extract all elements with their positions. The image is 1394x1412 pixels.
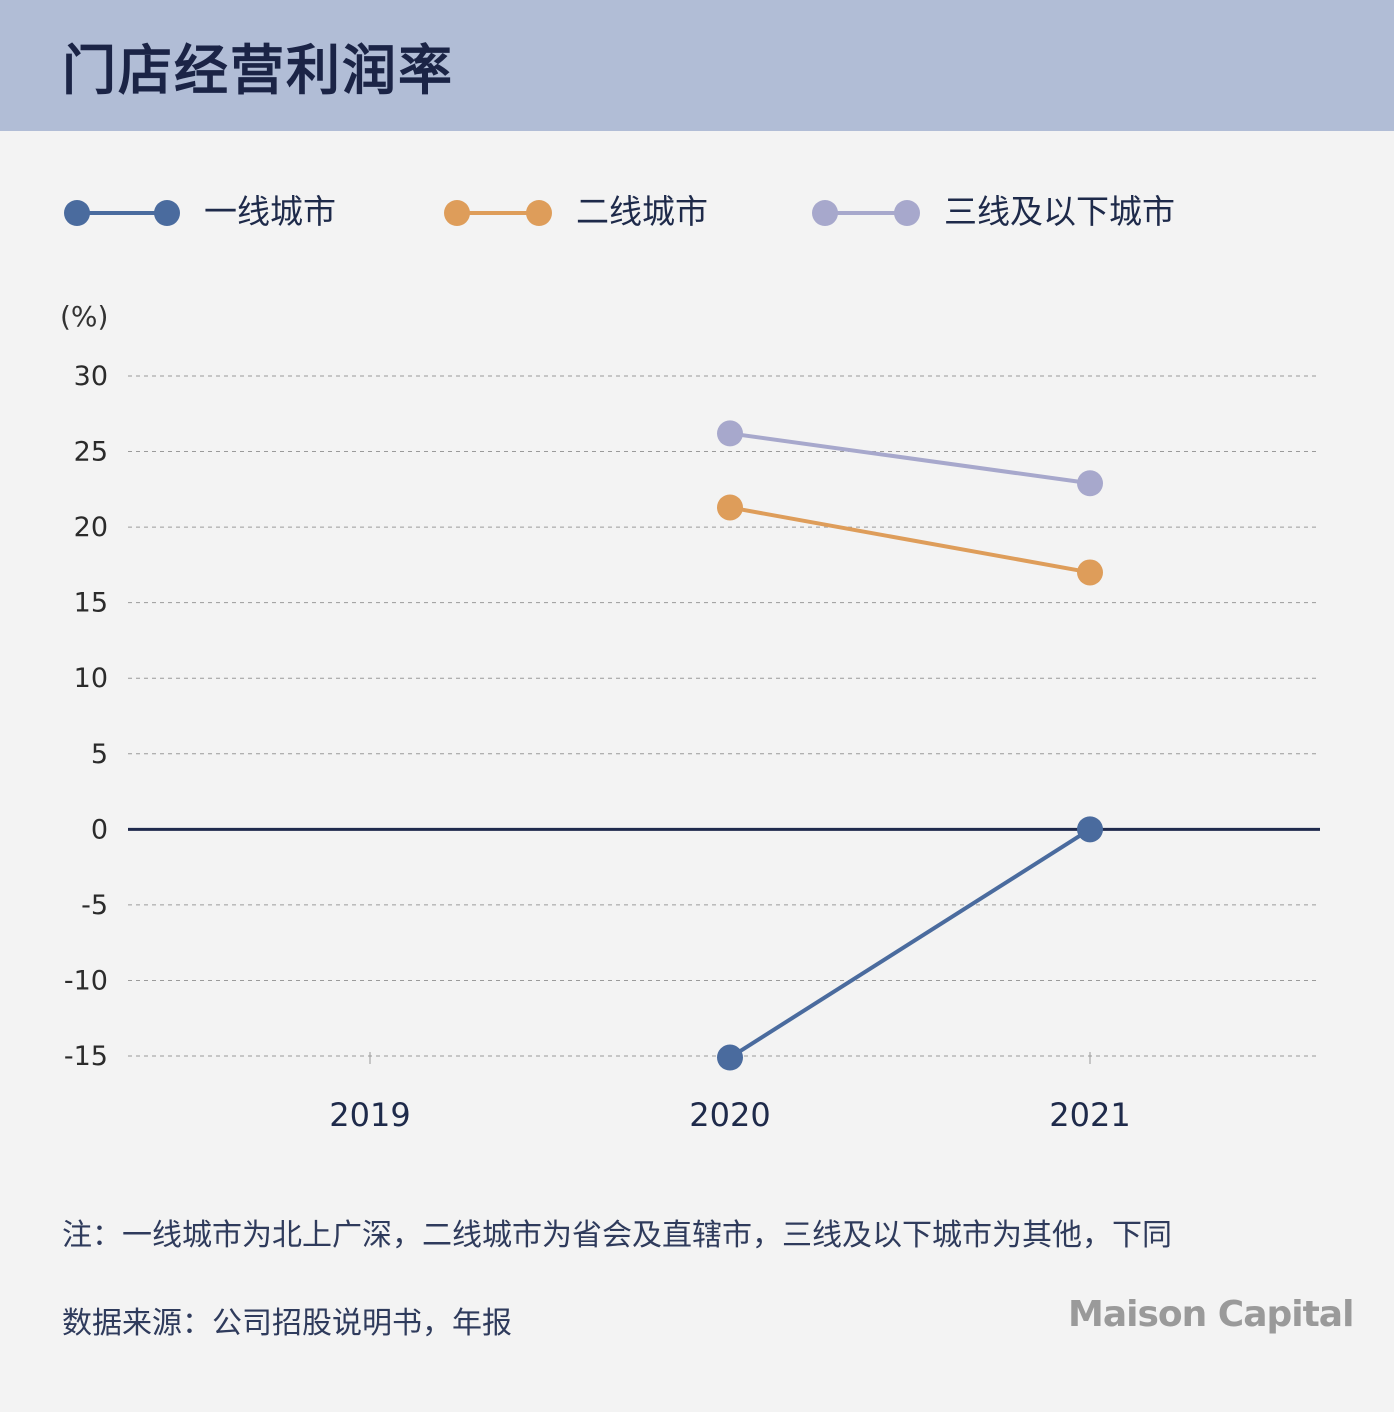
data-source: 数据来源：公司招股说明书，年报 xyxy=(62,1306,512,1341)
header-bar: 门店经营利润率 xyxy=(0,0,1394,131)
series-line-3 xyxy=(729,431,1091,486)
legend-dot-tier2-end xyxy=(526,200,552,226)
series-line-2 xyxy=(729,505,1091,575)
y-axis-unit: (%) xyxy=(60,300,109,333)
x-tick-label: 2020 xyxy=(689,1096,770,1134)
y-tick-label: 15 xyxy=(74,588,108,619)
data-point-series-1 xyxy=(717,1044,743,1071)
footnote: 注：一线城市为北上广深，二线城市为省会及直辖市，三线及以下城市为其他，下同 xyxy=(62,1218,1172,1253)
data-point-series-2 xyxy=(717,494,743,521)
legend-line-tier1 xyxy=(76,211,166,215)
line-chart: 30 25 20 15 10 5 0 -5 -10 -15 2019 2020 2021 xyxy=(64,361,1320,1134)
data-point-series-2 xyxy=(1077,559,1103,586)
chart-title: 门店经营利润率 xyxy=(62,39,454,102)
legend-label-tier1: 一线城市 xyxy=(204,192,336,231)
legend-line-tier3 xyxy=(824,211,904,215)
data-point-series-3 xyxy=(1077,470,1103,497)
y-tick-label: 25 xyxy=(74,437,108,468)
series-line-1 xyxy=(728,827,1092,1060)
data-point-series-3 xyxy=(717,420,743,447)
y-tick-label: 5 xyxy=(91,739,108,770)
y-tick-label: -5 xyxy=(81,890,108,921)
x-tick-label: 2019 xyxy=(329,1096,410,1134)
legend-dot-tier3 xyxy=(812,200,838,226)
legend-dot-tier1-end xyxy=(154,200,180,226)
legend-label-tier3: 三线及以下城市 xyxy=(944,192,1175,231)
y-tick-label: 30 xyxy=(74,361,108,392)
legend-dot-tier1 xyxy=(64,200,90,226)
legend: 一线城市 二线城市 三线及以下城市 xyxy=(0,180,1394,244)
data-point-series-1 xyxy=(1077,816,1103,843)
legend-dot-tier2 xyxy=(444,200,470,226)
y-tick-label: -15 xyxy=(64,1041,108,1072)
y-tick-label: 20 xyxy=(74,512,108,543)
y-tick-label: 10 xyxy=(74,663,108,694)
legend-dot-tier3-end xyxy=(894,200,920,226)
legend-label-tier2: 二线城市 xyxy=(576,192,708,231)
x-tick-label: 2021 xyxy=(1049,1096,1130,1134)
legend-line-tier2 xyxy=(456,211,536,215)
y-tick-label: -10 xyxy=(64,965,108,996)
brand-logo: Maison Capital xyxy=(1068,1294,1354,1335)
y-tick-label: 0 xyxy=(91,814,108,845)
